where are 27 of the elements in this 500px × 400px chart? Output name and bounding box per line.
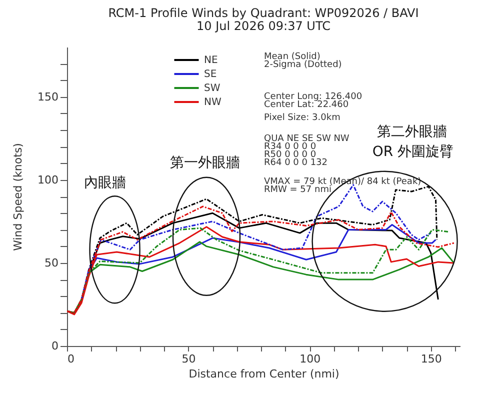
annotation: 2-Sigma (Dotted): [264, 60, 342, 70]
legend-label: SW: [204, 83, 220, 94]
x-tick-label: 100: [300, 352, 321, 366]
y-tick-label: 0: [52, 340, 58, 352]
y-tick-label: 100: [38, 173, 58, 186]
annotation: 第二外眼牆: [377, 124, 447, 140]
annotation: 內眼牆: [84, 175, 126, 191]
x-tick-label: 0: [68, 352, 74, 366]
legend-label: NE: [204, 55, 218, 66]
x-tick-label: 150: [420, 352, 442, 366]
annotation: 第一外眼牆: [170, 155, 240, 171]
y-axis-title: Wind Speed (knots): [12, 143, 25, 251]
annotation: OR 外圍旋臂: [372, 144, 454, 160]
chart-title: RCM-1 Profile Winds by Quadrant: WP092026 / BAVI: [108, 6, 419, 20]
x-axis-title: Distance from Center (nmi): [188, 368, 340, 380]
legend-label: SE: [204, 69, 217, 80]
annotation: Center Lat: 22.460: [264, 100, 349, 110]
annotation: RMW = 57 nmi: [264, 185, 332, 195]
annotation: R64 0 0 0 132: [264, 158, 328, 168]
legend-label: NW: [204, 97, 222, 108]
annotation: R34 0 0 0 0: [264, 142, 316, 152]
chart-subtitle: 10 Jul 2026 09:37 UTC: [196, 19, 330, 33]
y-tick-label: 50: [44, 256, 58, 270]
y-tick-label: 150: [38, 90, 58, 104]
annotation: QUA NE SE SW NW: [264, 134, 350, 144]
annotation: Pixel Size: 3.0km: [264, 113, 340, 123]
x-tick-label: 50: [182, 352, 196, 366]
